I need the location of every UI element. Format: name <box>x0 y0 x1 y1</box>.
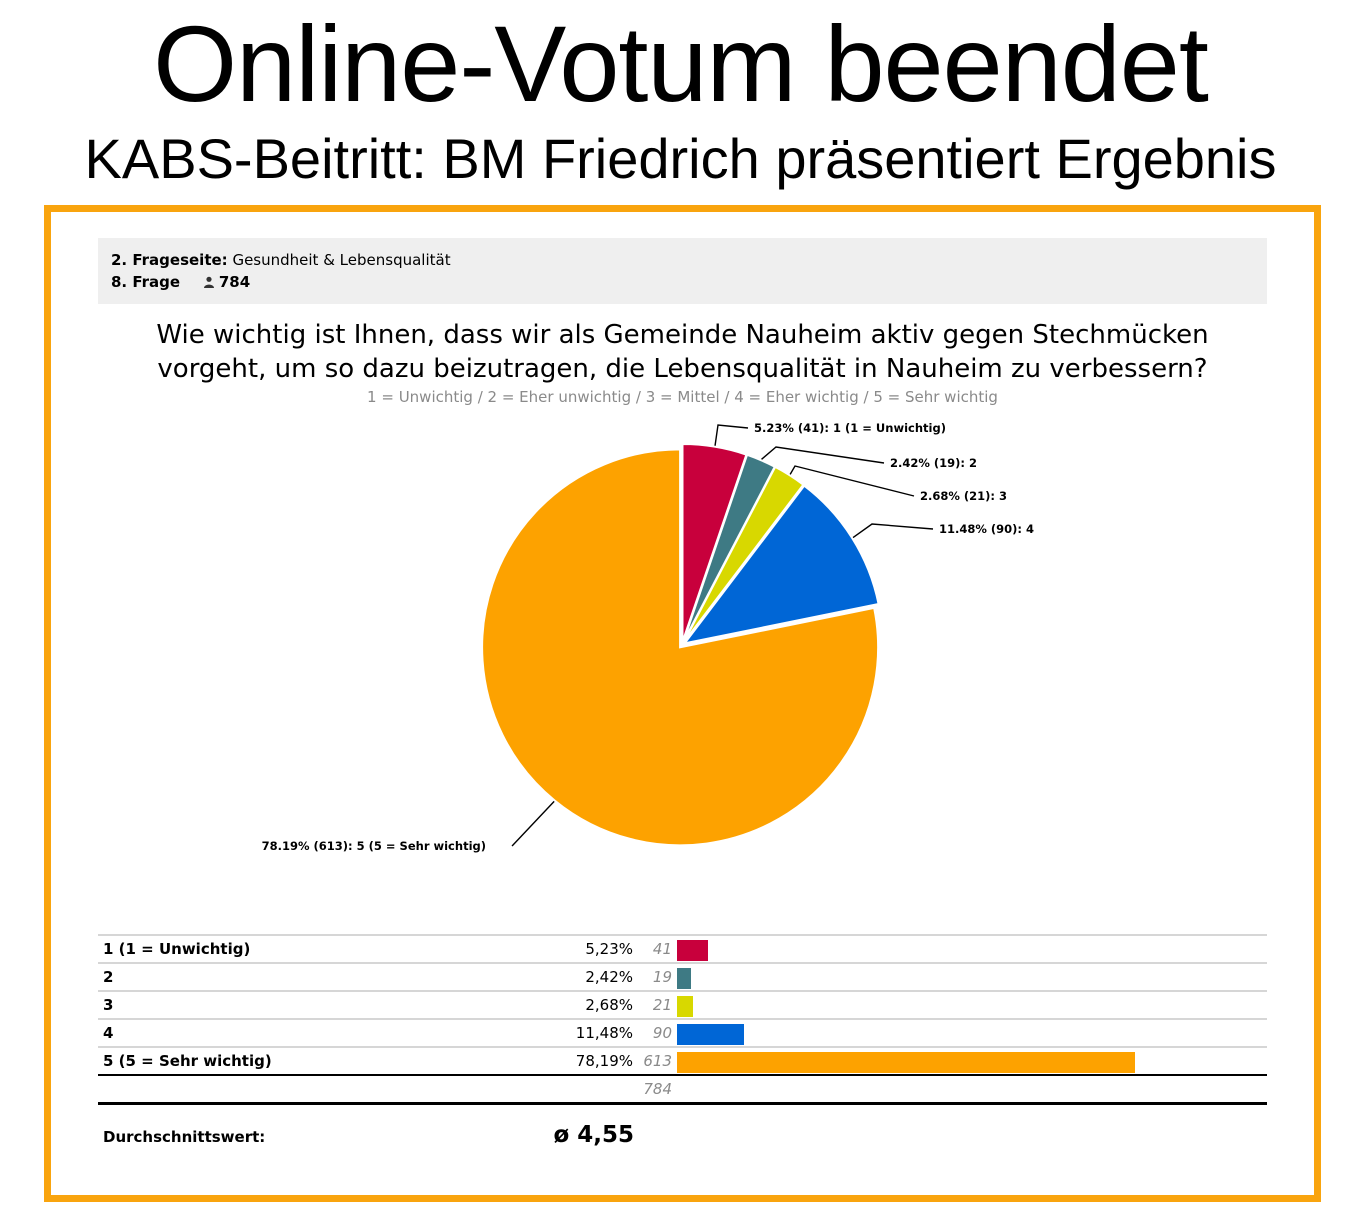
row-count: 19 <box>652 968 672 986</box>
row-label: 4 <box>103 1024 114 1042</box>
table-row: 3 2,68% 21 <box>98 992 1267 1020</box>
pie-label-5: 78.19% (613): 5 (5 = Sehr wichtig) <box>262 839 486 853</box>
headline: Online-Votum beendet <box>153 3 1209 124</box>
table-row: 2 2,42% 19 <box>98 964 1267 992</box>
average-label: Durchschnittswert: <box>103 1128 266 1146</box>
row-label: 2 <box>103 968 114 986</box>
row-count: 613 <box>643 1052 672 1070</box>
pie-slice-5 <box>481 448 880 847</box>
row-percent: 5,23% <box>585 940 633 958</box>
average-value: ø 4,55 <box>553 1122 634 1148</box>
row-percent: 2,68% <box>585 996 633 1014</box>
row-bar <box>677 1024 744 1045</box>
pie-label-3: 2.68% (21): 3 <box>920 489 1007 503</box>
person-icon <box>203 276 214 288</box>
row-percent: 78,19% <box>575 1052 633 1070</box>
pie-leader-line-4 <box>852 523 934 539</box>
page-label: 2. Frageseite: <box>111 251 228 269</box>
table-row: 1 (1 = Unwichtig) 5,23% 41 <box>98 936 1267 964</box>
subheadline: KABS-Beitritt: BM Friedrich präsentiert … <box>84 127 1277 190</box>
question-info-box: 2. Frageseite: Gesundheit & Lebensqualit… <box>98 238 1267 304</box>
pie-leader-line-3 <box>789 465 915 497</box>
total-row: 784 <box>98 1076 1267 1105</box>
pie-leader-line-1 <box>714 424 749 446</box>
row-bar <box>677 968 691 989</box>
row-bar <box>677 1052 1135 1073</box>
pie-slice-3 <box>682 465 805 644</box>
row-count: 21 <box>652 996 672 1014</box>
row-label: 1 (1 = Unwichtig) <box>103 940 251 958</box>
table-row: 4 11,48% 90 <box>98 1020 1267 1048</box>
pie-slice-4 <box>682 484 880 645</box>
row-label: 5 (5 = Sehr wichtig) <box>103 1052 272 1070</box>
pie-label-4: 11.48% (90): 4 <box>939 522 1034 536</box>
pie-label-1: 5.23% (41): 1 (1 = Unwichtig) <box>754 421 946 435</box>
question-label: 8. Frage <box>111 273 181 291</box>
scale-legend: 1 = Unwichtig / 2 = Eher unwichtig / 3 =… <box>367 388 998 406</box>
row-bar <box>677 996 693 1017</box>
pie-label-2: 2.42% (19): 2 <box>890 456 977 470</box>
respondent-count: 784 <box>218 273 251 291</box>
question-text: Wie wichtig ist Ihnen, dass wir als Geme… <box>156 320 1209 384</box>
row-label: 3 <box>103 996 114 1014</box>
row-percent: 2,42% <box>585 968 633 986</box>
row-count: 41 <box>652 940 672 958</box>
results-table: 1 (1 = Unwichtig) 5,23% 41 2 2,42% 19 3 2,68% 21… <box>98 934 1267 1105</box>
total-count: 784 <box>643 1080 672 1098</box>
pie-leader-line-5 <box>511 800 555 847</box>
page-name: Gesundheit & Lebensqualität <box>232 251 451 269</box>
row-percent: 11,48% <box>575 1024 633 1042</box>
row-bar <box>677 940 708 961</box>
table-row: 5 (5 = Sehr wichtig) 78,19% 613 <box>98 1048 1267 1076</box>
pie-leader-line-2 <box>761 446 885 464</box>
row-count: 90 <box>652 1024 672 1042</box>
